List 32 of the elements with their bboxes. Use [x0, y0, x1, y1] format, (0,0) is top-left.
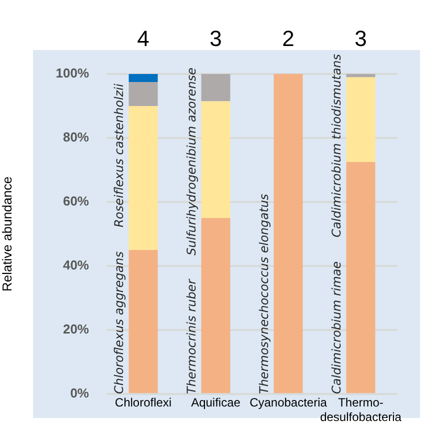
bar [128, 82, 158, 106]
y-tick-label: 40% [62, 258, 90, 273]
text: 3 [354, 26, 367, 51]
annotation: Caldimicrobium rimae [329, 261, 344, 394]
y-tick-label: 80% [62, 130, 90, 145]
y-axis-title: Relative abundance [0, 176, 14, 292]
bar [201, 218, 230, 393]
annotation: Sulfurihydrogenibium azorense [184, 68, 198, 256]
annotation: Thermocrinis ruber [184, 278, 198, 394]
y-tick-label: 0% [70, 386, 90, 401]
y-tick-label: 60% [62, 194, 90, 209]
text: 2 [282, 26, 294, 51]
annotation: Caldimicrobium thiodismutans [329, 54, 344, 238]
x-tick-label: Aquificae [191, 396, 241, 410]
y-tick-label: 20% [62, 322, 90, 337]
bar [128, 250, 158, 393]
bar [201, 101, 230, 218]
bar [346, 74, 376, 78]
text: 3 [210, 26, 222, 51]
bar [201, 74, 230, 102]
x-tick-label: Chloroflexi [114, 396, 172, 410]
x-tick-label: Cyanobacteria [250, 396, 328, 410]
text: 4 [137, 26, 150, 51]
annotation: Thermosynechococcus elongatus [256, 194, 271, 394]
bar [128, 74, 158, 82]
annotation: Chloroflexus aggregans [112, 251, 126, 394]
y-tick-label: 100% [56, 66, 90, 81]
annotation: Roseiflexus castenholzii [112, 83, 126, 228]
bar [346, 77, 376, 162]
bar [128, 106, 158, 250]
bar [346, 162, 376, 393]
bar [274, 74, 303, 393]
